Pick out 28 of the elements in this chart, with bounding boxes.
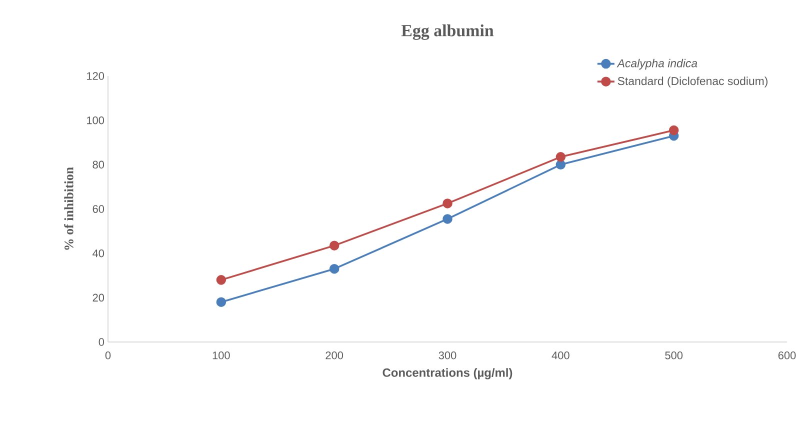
y-axis-title: % of inhibition bbox=[64, 167, 74, 250]
point bbox=[216, 275, 226, 285]
point bbox=[216, 297, 226, 307]
y-tick-label: 20 bbox=[92, 294, 104, 302]
y-tick-label: 120 bbox=[87, 72, 104, 80]
point bbox=[329, 240, 340, 250]
point bbox=[556, 152, 566, 162]
x-tick-label: 300 bbox=[438, 352, 456, 360]
x-tick-label: 400 bbox=[552, 352, 570, 360]
x-tick-label: 200 bbox=[326, 352, 344, 360]
point bbox=[442, 214, 452, 224]
legend-label: Standard (Diclofenac sodium) bbox=[618, 76, 768, 88]
point bbox=[442, 198, 452, 208]
chart-title: Egg albumin bbox=[401, 24, 494, 40]
x-axis-title: Concentrations (µg/ml) bbox=[382, 368, 512, 380]
point bbox=[556, 160, 566, 170]
y-tick-label: 0 bbox=[98, 338, 104, 346]
legend-label: Acalypha indica bbox=[616, 58, 698, 70]
x-tick-label: 600 bbox=[778, 352, 796, 360]
x-tick-label: 0 bbox=[105, 352, 111, 360]
y-tick-label: 40 bbox=[92, 249, 104, 258]
x-tick-label: 500 bbox=[665, 352, 683, 360]
x-tick-label: 100 bbox=[212, 352, 230, 360]
y-tick-label: 80 bbox=[92, 160, 104, 169]
point bbox=[329, 264, 340, 274]
y-tick-label: 60 bbox=[92, 205, 104, 213]
point bbox=[668, 125, 679, 136]
y-tick-label: 100 bbox=[87, 116, 104, 124]
